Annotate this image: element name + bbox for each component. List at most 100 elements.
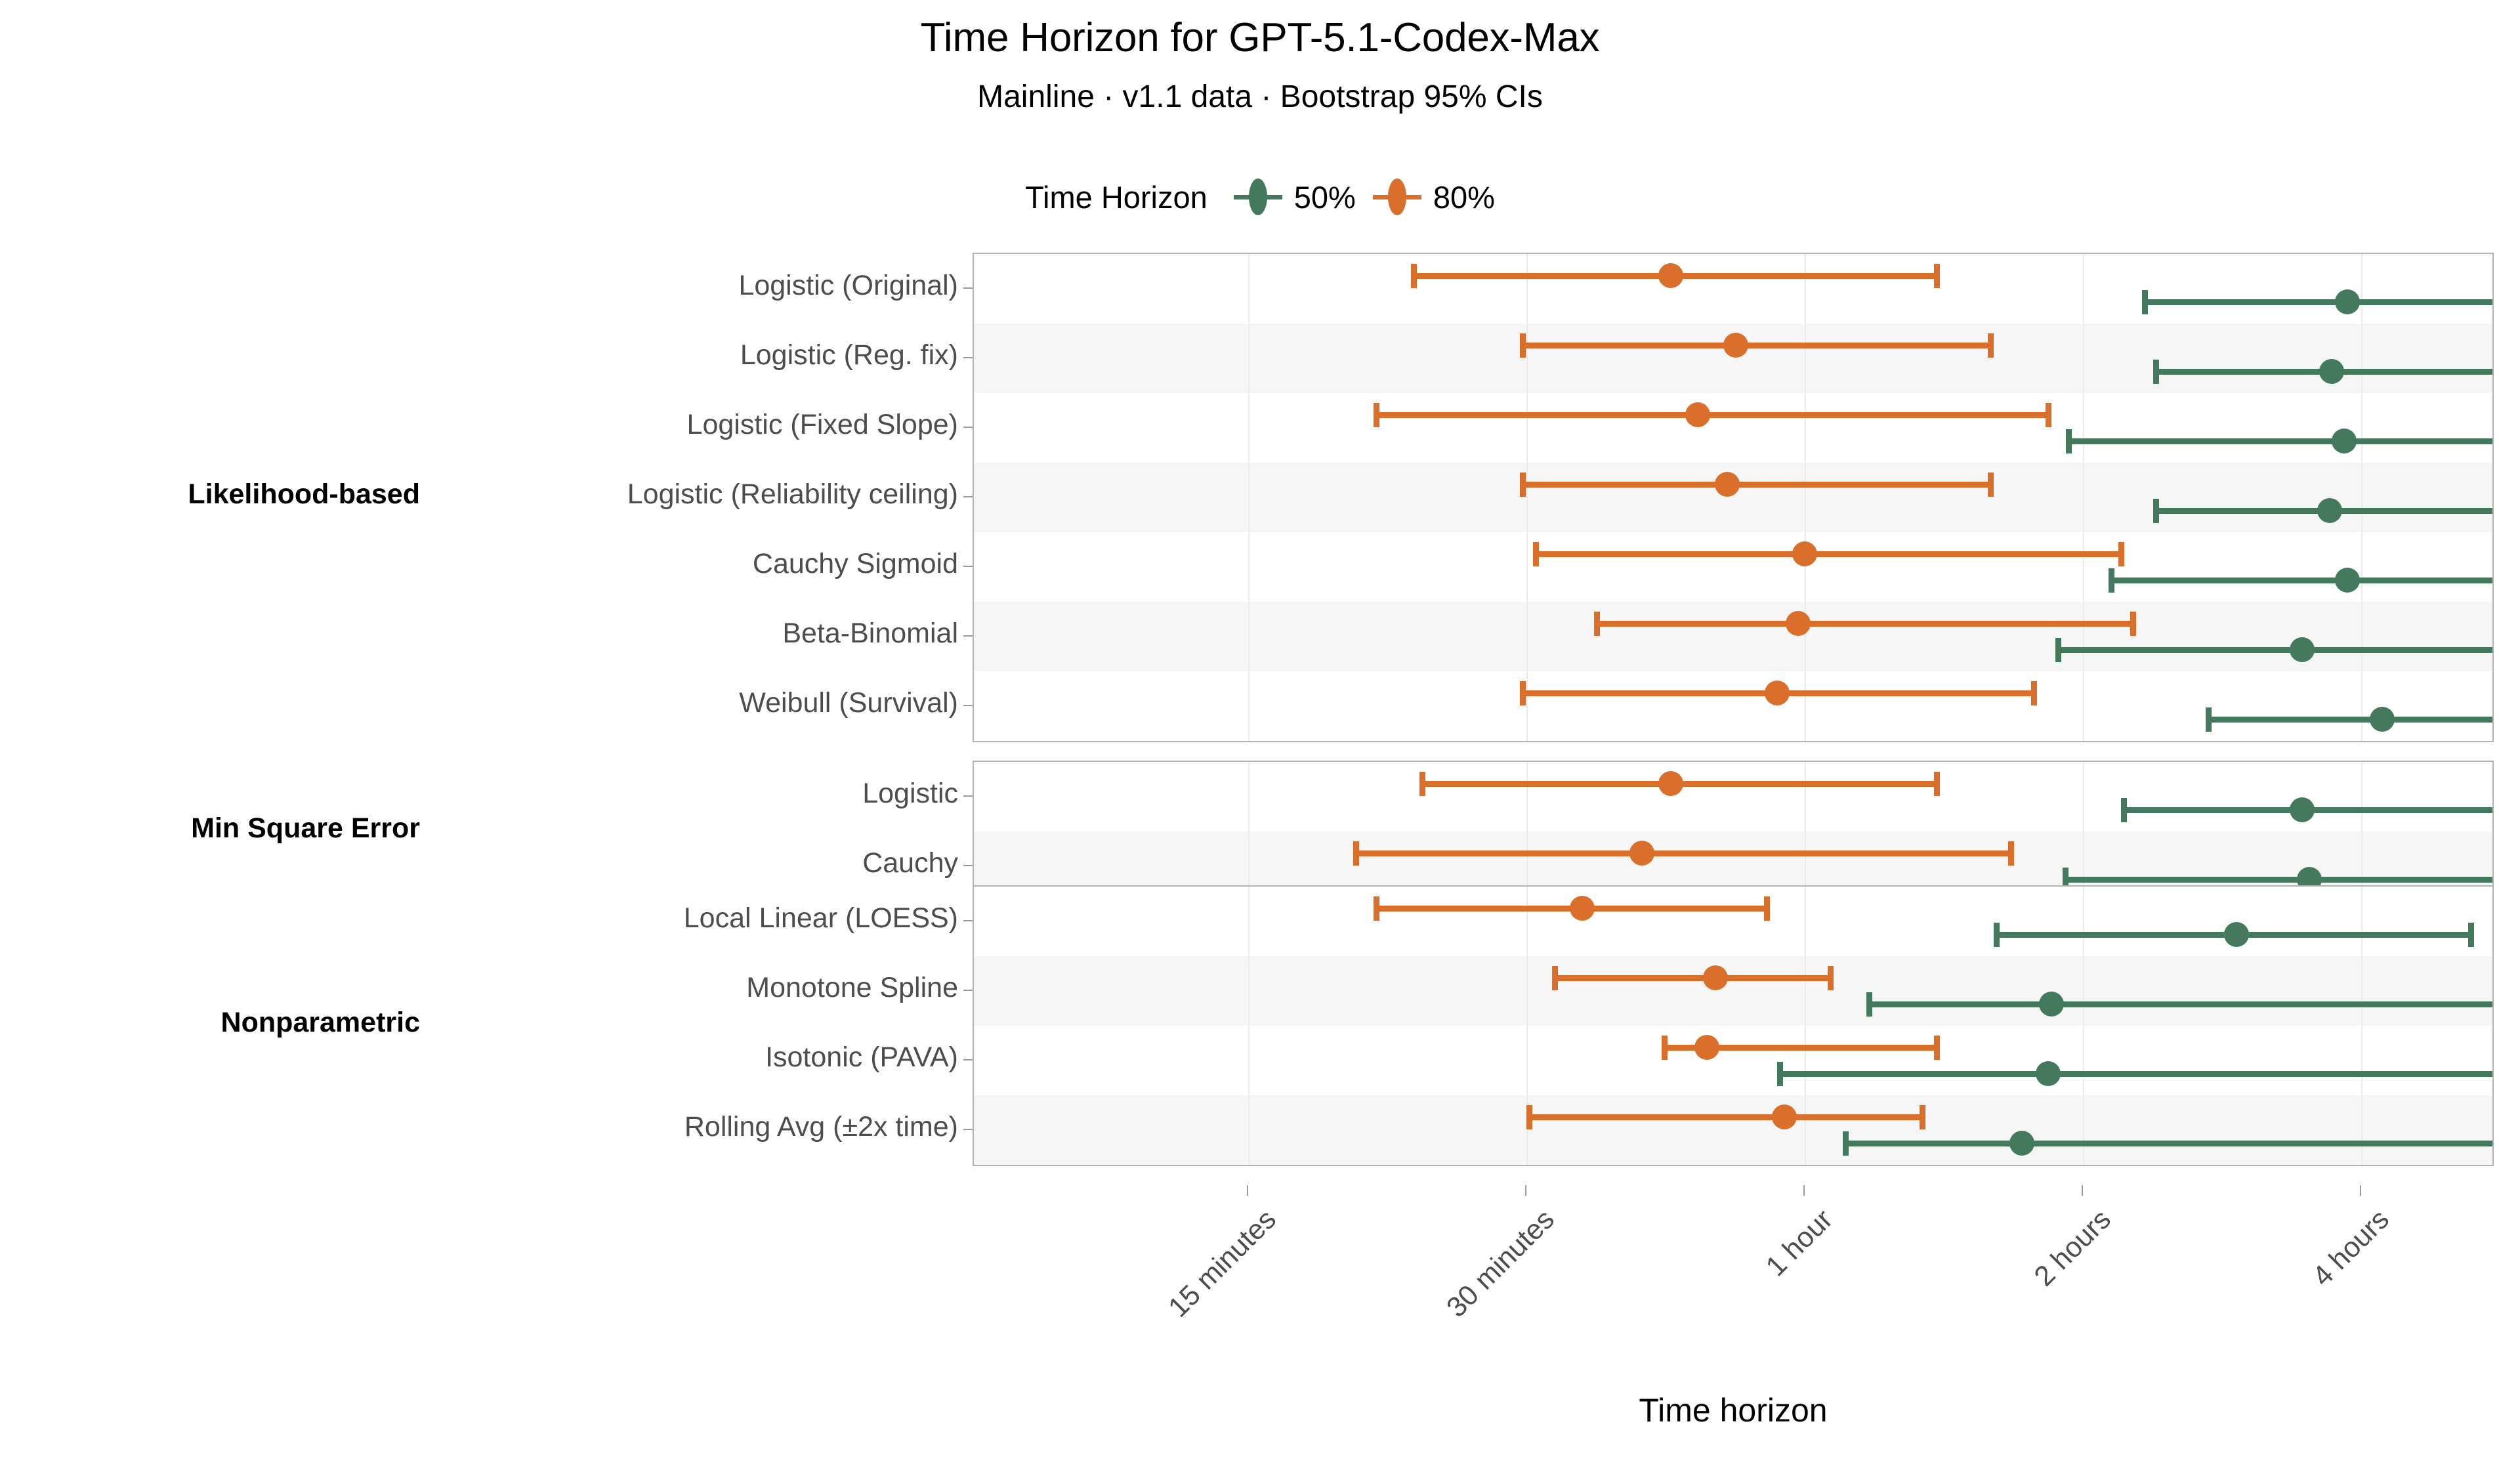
ci-line [1353, 850, 2014, 856]
ci-line [2055, 647, 2492, 653]
ci-line [1593, 621, 2137, 627]
y-axis-label: Local Linear (LOESS) [683, 902, 958, 934]
ci-cap [1993, 923, 2000, 947]
data-point[interactable] [1771, 1104, 1797, 1129]
data-point[interactable] [1685, 402, 1711, 427]
ci-cap [2121, 798, 2128, 822]
data-point[interactable] [1694, 1035, 1719, 1060]
data-point[interactable] [2317, 498, 2343, 523]
y-axis-tick [963, 287, 973, 289]
x-axis-tick [1247, 1185, 1248, 1196]
y-axis-label: Logistic [862, 778, 958, 809]
facet-row [974, 887, 2492, 956]
data-point[interactable] [1792, 541, 1817, 566]
facet-row [974, 393, 2492, 463]
ci-line [1843, 1141, 2492, 1146]
facet-strip-label: Min Square Error [191, 812, 420, 844]
data-point[interactable] [2035, 1061, 2061, 1086]
y-axis-label: Monotone Spline [746, 972, 958, 1003]
facet-strip-label: Likelihood-based [188, 478, 420, 510]
x-axis-title: Time horizon [1639, 1392, 1828, 1429]
ci-cap [1661, 1036, 1668, 1060]
ci-cap [2055, 638, 2061, 662]
ci-cap [2046, 403, 2052, 427]
x-gridline [1805, 762, 1806, 901]
ci-cap [2109, 568, 2115, 593]
ci-cap [2468, 923, 2475, 947]
x-gridline [2361, 254, 2362, 741]
data-point[interactable] [2009, 1131, 2034, 1156]
legend-key-50-icon [1233, 178, 1282, 215]
y-axis-label: Logistic (Reliability ceiling) [627, 478, 958, 510]
y-axis-tick [963, 496, 973, 497]
data-point[interactable] [1702, 965, 1728, 990]
data-point[interactable] [1715, 472, 1740, 497]
data-point[interactable] [1629, 841, 1654, 866]
ci-cap [1519, 472, 1526, 497]
ci-cap [2062, 868, 2068, 892]
x-gridline [1248, 762, 1250, 901]
ci-cap [2065, 429, 2072, 453]
y-axis-tick [963, 566, 973, 567]
legend-item-50[interactable]: 50% [1233, 178, 1356, 215]
ci-cap [2030, 681, 2037, 705]
ci-cap [2206, 707, 2212, 732]
data-point[interactable] [2224, 922, 2250, 947]
facet-panel [973, 761, 2494, 902]
x-axis-tick [1525, 1185, 1526, 1196]
ci-cap [1533, 542, 1540, 566]
data-point[interactable] [1785, 611, 1811, 636]
y-axis-label: Cauchy [862, 847, 958, 879]
ci-cap [1519, 681, 1526, 705]
x-gridline [1805, 254, 1806, 741]
x-gridline [1248, 254, 1250, 741]
ci-cap [1593, 612, 1600, 636]
ci-line [1552, 975, 1834, 981]
data-point[interactable] [2331, 429, 2357, 453]
x-axis-tick [2360, 1185, 2361, 1196]
data-point[interactable] [1764, 681, 1790, 705]
facet-panel [973, 885, 2494, 1166]
data-point[interactable] [2319, 359, 2345, 384]
ci-line [2109, 578, 2492, 583]
data-point[interactable] [1570, 896, 1595, 921]
ci-cap [1919, 1105, 1925, 1129]
ci-cap [1987, 472, 1994, 497]
ci-cap [1933, 264, 1940, 288]
data-point[interactable] [1658, 771, 1684, 796]
x-gridline [1248, 887, 1250, 1165]
facet-row [974, 671, 2492, 741]
x-axis-tick-label: 15 minutes [1162, 1204, 1282, 1324]
ci-cap [2141, 290, 2148, 314]
ci-line [1519, 482, 1994, 488]
y-axis-label: Cauchy Sigmoid [752, 548, 958, 579]
data-point[interactable] [1723, 333, 1748, 358]
data-point[interactable] [2289, 797, 2315, 822]
x-gridline [1526, 254, 1528, 741]
data-point[interactable] [2370, 707, 2395, 732]
ci-line [2206, 717, 2492, 723]
facet-panel [973, 253, 2494, 742]
x-gridline [2083, 887, 2084, 1165]
ci-cap [1519, 333, 1526, 358]
legend-item-80[interactable]: 80% [1372, 178, 1495, 215]
ci-line [1776, 1071, 2492, 1077]
ci-cap [2118, 542, 2124, 566]
data-point[interactable] [2335, 568, 2361, 593]
y-axis-tick [963, 1129, 973, 1130]
ci-cap [1828, 966, 1834, 990]
ci-line [1519, 343, 1994, 348]
x-gridline [1805, 887, 1806, 1165]
ci-line [1374, 412, 2052, 418]
ci-cap [1776, 1062, 1783, 1086]
y-axis-label: Isotonic (PAVA) [765, 1041, 958, 1073]
data-point[interactable] [2039, 992, 2065, 1017]
data-point[interactable] [2335, 289, 2361, 314]
data-point[interactable] [1658, 263, 1684, 288]
ci-cap [1933, 772, 1940, 796]
y-axis-label: Logistic (Fixed Slope) [686, 409, 958, 440]
ci-line [2062, 877, 2492, 883]
ci-cap [1987, 333, 1994, 358]
facet-row [974, 254, 2492, 324]
data-point[interactable] [2289, 637, 2315, 662]
